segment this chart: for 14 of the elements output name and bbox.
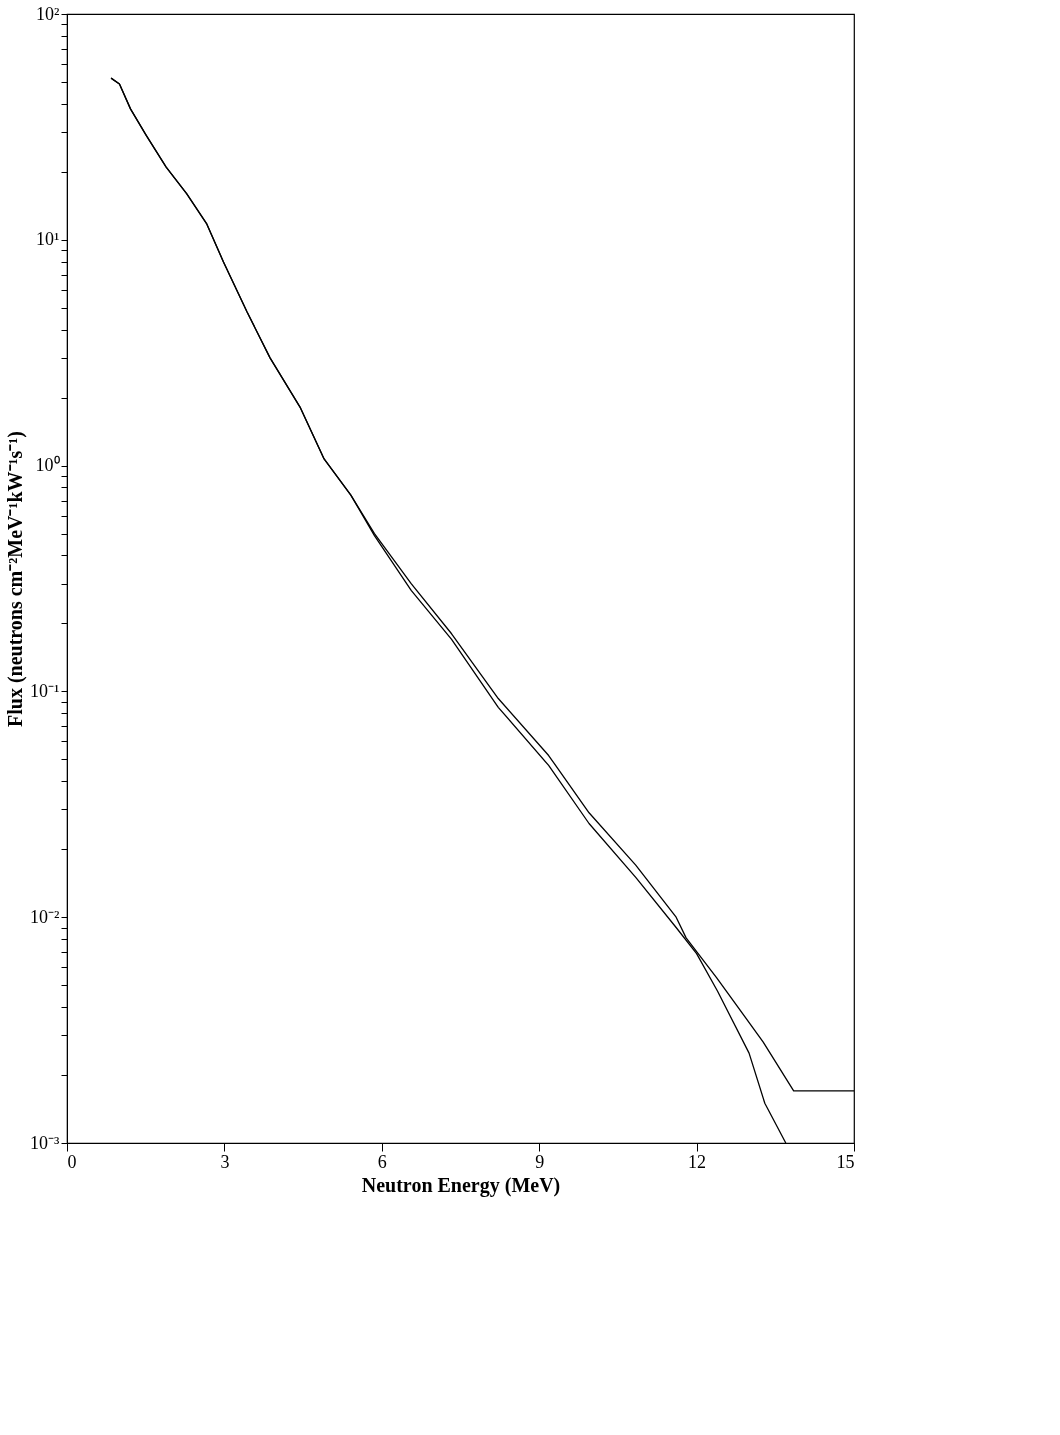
y-tick-label: 10⁻³	[30, 1132, 61, 1153]
x-tick-label: 3	[220, 1151, 230, 1172]
y-tick-label: 10⁻¹	[30, 680, 60, 701]
y-tick-label: 10²	[36, 3, 60, 24]
y-tick-label: 10¹	[36, 229, 60, 250]
y-tick-label: 10⁻²	[30, 906, 60, 927]
x-tick-label: 15	[836, 1151, 855, 1172]
y-tick-label: 10⁰	[35, 455, 60, 476]
x-tick-label: 12	[688, 1151, 707, 1172]
x-axis-title: Neutron Energy (MeV)	[361, 1173, 561, 1197]
x-tick-label: 9	[535, 1151, 545, 1172]
y-axis-title: Flux (neutrons cm⁻²MeV⁻¹kW⁻¹s⁻¹)	[4, 430, 28, 728]
x-tick-label: 0	[67, 1151, 77, 1172]
x-tick-label: 6	[377, 1151, 387, 1172]
